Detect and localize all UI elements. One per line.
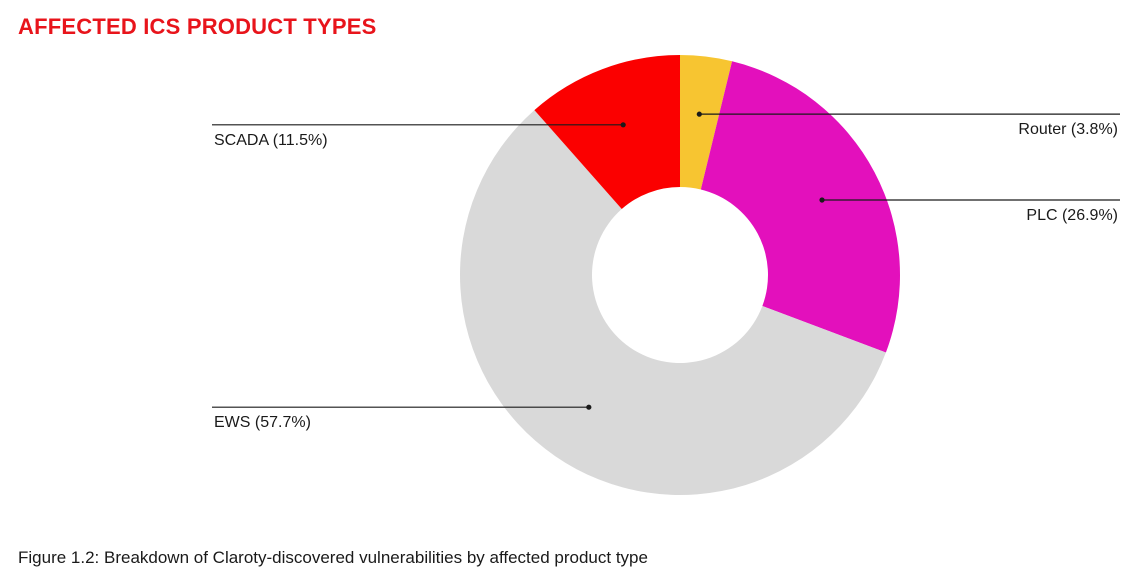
slice-plc: [700, 61, 900, 353]
labels-group: Router (3.8%) PLC (26.9%) EWS (57.7%) SCADA…: [212, 111, 1120, 431]
slices-group: [459, 55, 900, 496]
slice-label-ews: EWS (57.7%): [214, 414, 311, 431]
leader-dot-scada: [620, 122, 626, 128]
leader-dot-plc: [819, 197, 825, 203]
slice-label-scada: SCADA (11.5%): [214, 132, 328, 149]
leader-dot-router: [696, 111, 702, 117]
figure-caption: Figure 1.2: Breakdown of Claroty-discove…: [18, 548, 648, 567]
chart-title: AFFECTED ICS PRODUCT TYPES: [18, 14, 377, 39]
slice-ews: [459, 110, 886, 496]
slice-label-plc: PLC (26.9%): [1026, 207, 1118, 224]
slice-router: [680, 55, 733, 190]
slice-scada: [534, 55, 680, 210]
leader-dot-ews: [586, 404, 592, 410]
slice-label-router: Router (3.8%): [1018, 121, 1118, 138]
